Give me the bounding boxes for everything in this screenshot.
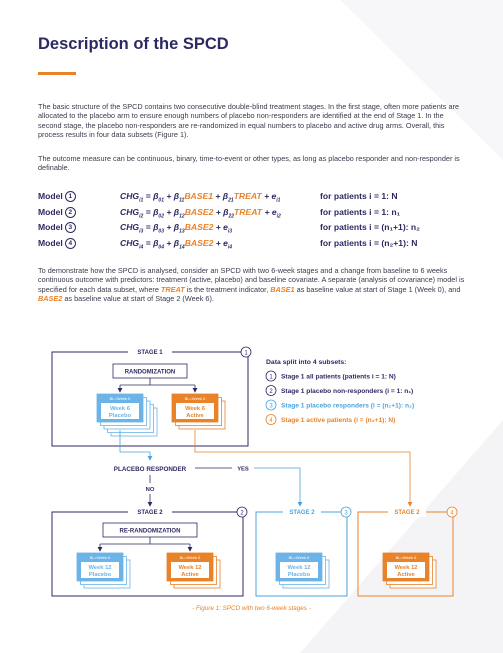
model-number-icon: 4 [64, 237, 76, 249]
treat-var: TREAT [160, 284, 185, 294]
arm-label: Placebo [288, 572, 311, 578]
model-list: Model 1 CHGi1 = β01 + β11BASE1 + β21TREAT … [38, 191, 478, 253]
yes-label: YES [237, 467, 249, 473]
legend-item: Stage 1 placebo responders (i = (n₁+1): … [281, 403, 414, 410]
model-number-icon: 2 [64, 206, 76, 218]
stage2-num-icon [236, 506, 248, 518]
card-inner [101, 403, 139, 419]
legend-num-icon [265, 414, 277, 425]
model-equation: CHGi1 = β01 + β11BASE1 + β21TREAT + ei1 [120, 191, 281, 204]
svg-text:1: 1 [244, 351, 248, 357]
legend-item: Stage 1 active patients (i = (n₂+1): N) [281, 417, 395, 424]
model-label: Model 4 [38, 237, 76, 249]
svg-text:2: 2 [240, 511, 244, 517]
stage2-active-label: STAGE 2 [394, 510, 420, 516]
baseline-label: BL=Week 0 [185, 396, 206, 401]
stage2-label: STAGE 2 [137, 510, 163, 516]
model-label: Model 1 [38, 191, 76, 202]
baseline-label: BL=Week 6 [90, 555, 111, 560]
week-label: Week 12 [178, 565, 201, 571]
card-inner [176, 403, 214, 419]
model-condition: for patients i = 1: n₁ [320, 206, 401, 217]
title-underline [38, 72, 76, 75]
card-inner [81, 562, 119, 578]
legend-item: Stage 1 placebo non-responders (i = 1: n… [281, 388, 413, 395]
baseline-label: BL=Week 0 [110, 396, 131, 401]
model-equation: CHGi2 = β02 + β12BASE2 + β22TREAT + ei2 [120, 206, 281, 220]
legend-num: 1 [269, 375, 273, 381]
legend-title: Data split into 4 subsets: [266, 359, 346, 366]
model-row: Model 1 CHGi1 = β01 + β11BASE1 + β21TREAT … [38, 191, 478, 207]
model-label: Model 3 [38, 222, 76, 233]
stage2-responder-label: STAGE 2 [289, 510, 315, 516]
baseline-label: BL=Week 6 [180, 555, 201, 560]
stage1-label: STAGE 1 [137, 350, 163, 356]
stage4-num-icon [446, 506, 458, 518]
outcome-paragraph: The outcome measure can be continuous, b… [38, 154, 460, 173]
legend-num: 3 [269, 404, 273, 410]
model-number-icon: 3 [64, 222, 76, 233]
placebo-responder-label: PLACEBO RESPONDER [114, 466, 187, 473]
model-row: Model 2 CHGi2 = β02 + β12BASE2 + β22TREAT … [38, 206, 478, 223]
model-number-icon: 1 [64, 191, 76, 202]
model-condition: for patients i = 1: N [320, 191, 398, 201]
svg-text:3: 3 [344, 511, 348, 517]
model-label: Model 2 [38, 206, 76, 218]
legend-num-icon [265, 399, 277, 411]
arm-label: Placebo [109, 413, 132, 419]
arm-label: Placebo [89, 572, 112, 578]
legend-num-icon [265, 385, 277, 396]
stage1-num-icon [240, 346, 252, 358]
intro-paragraph: The basic structure of the SPCD contains… [38, 102, 460, 140]
arm-label: Active [397, 572, 415, 578]
page-title: Description of the SPCD [38, 35, 229, 53]
model-equation: CHGi4 = β04 + β14BASE2 + ei4 [120, 237, 233, 251]
model-condition: for patients i = (n₁+1): n₂ [320, 222, 421, 232]
model-equation: CHGi3 = β03 + β13BASE2 + ei3 [120, 222, 233, 235]
arm-label: Active [181, 572, 199, 578]
stage3-num-icon [340, 506, 352, 518]
randomization-label: RANDOMIZATION [125, 370, 176, 376]
baseline-label: BL=Week 6 [396, 555, 417, 560]
card-inner [171, 562, 209, 578]
analysis-paragraph: To demonstrate how the SPCD is analysed,… [38, 266, 465, 304]
model-condition: for patients i = (n₂+1): N [320, 237, 418, 248]
week-label: Week 12 [88, 565, 111, 571]
card-inner [387, 562, 425, 578]
week-label: Week 12 [394, 565, 417, 571]
card-inner [280, 562, 318, 578]
legend-num-icon [265, 370, 277, 382]
figure-caption: - Figure 1: SPCD with two 6-week stages … [192, 605, 311, 612]
model-row: Model 4 CHGi4 = β04 + β14BASE2 + ei4 for pa… [38, 237, 478, 254]
week-label: Week 6 [110, 406, 131, 412]
legend-num: 2 [269, 389, 273, 395]
baseline-label: BL=Week 6 [289, 555, 310, 560]
arm-label: Active [186, 413, 204, 419]
week-label: Week 6 [185, 406, 206, 412]
legend-num: 4 [269, 418, 273, 424]
base1-var: BASE1 [270, 284, 295, 294]
base2-var: BASE2 [38, 294, 63, 304]
model-row: Model 3 CHGi3 = β03 + β13BASE2 + ei3 for pa… [38, 222, 478, 238]
week-label: Week 12 [287, 565, 310, 571]
legend-item: Stage 1 all patients (patients i = 1: N) [281, 374, 396, 381]
rerandomization-label: RE-RANDOMIZATION [120, 529, 181, 535]
no-label: NO [146, 487, 155, 493]
svg-text:4: 4 [450, 511, 454, 517]
